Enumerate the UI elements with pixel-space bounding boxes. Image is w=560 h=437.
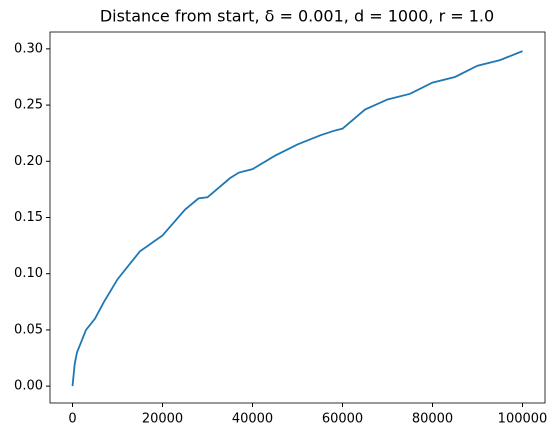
chart-title: Distance from start, δ = 0.001, d = 1000… [100, 7, 494, 26]
x-tick-label: 20000 [142, 412, 183, 427]
y-tick-label: 0.00 [14, 379, 43, 394]
plot-frame [49, 31, 546, 404]
y-tick-label: 0.15 [14, 210, 43, 225]
x-tick-label: 80000 [412, 412, 453, 427]
y-tick-label: 0.25 [14, 98, 43, 113]
y-tick-label: 0.05 [14, 322, 43, 337]
data-line [71, 50, 523, 387]
y-tick-label: 0.20 [14, 154, 43, 169]
x-tick-label: 0 [68, 412, 76, 427]
x-tick-label: 60000 [322, 412, 363, 427]
y-tick-label: 0.30 [14, 41, 43, 56]
y-tick-label: 0.10 [14, 266, 43, 281]
x-tick-label: 40000 [232, 412, 273, 427]
x-tick-label: 100000 [498, 412, 548, 427]
